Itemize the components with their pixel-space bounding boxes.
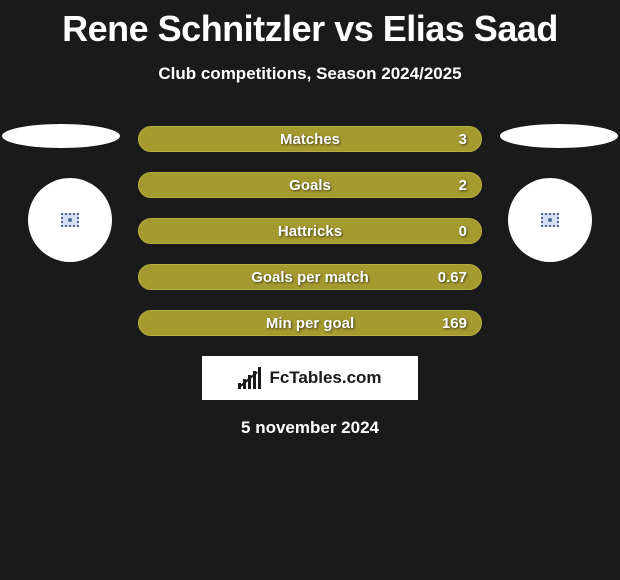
subtitle: Club competitions, Season 2024/2025: [0, 64, 620, 84]
player-left-name-oval: [2, 124, 120, 148]
stat-label: Goals per match: [251, 269, 369, 286]
stat-bar-matches: Matches 3: [138, 126, 482, 152]
stat-bar-goals-per-match: Goals per match 0.67: [138, 264, 482, 290]
brand-text: FcTables.com: [269, 368, 381, 388]
placeholder-image-icon: [541, 213, 559, 227]
comparison-panel: Matches 3 Goals 2 Hattricks 0 Goals per …: [0, 126, 620, 438]
stat-value: 3: [459, 131, 467, 148]
stat-value: 0.67: [438, 269, 467, 286]
stat-label: Hattricks: [278, 223, 342, 240]
stat-bar-hattricks: Hattricks 0: [138, 218, 482, 244]
player-left-avatar: [28, 178, 112, 262]
stat-value: 169: [442, 315, 467, 332]
stat-label: Goals: [289, 177, 331, 194]
player-right-avatar: [508, 178, 592, 262]
brand-badge[interactable]: FcTables.com: [202, 356, 418, 400]
stat-bars: Matches 3 Goals 2 Hattricks 0 Goals per …: [138, 126, 482, 336]
date-text: 5 november 2024: [0, 418, 620, 438]
stat-label: Matches: [280, 131, 340, 148]
stat-value: 2: [459, 177, 467, 194]
stat-bar-goals: Goals 2: [138, 172, 482, 198]
page-title: Rene Schnitzler vs Elias Saad: [0, 0, 620, 50]
placeholder-image-icon: [61, 213, 79, 227]
stat-value: 0: [459, 223, 467, 240]
stat-bar-min-per-goal: Min per goal 169: [138, 310, 482, 336]
player-right-name-oval: [500, 124, 618, 148]
stat-label: Min per goal: [266, 315, 354, 332]
trend-arrow-icon: [237, 367, 265, 389]
